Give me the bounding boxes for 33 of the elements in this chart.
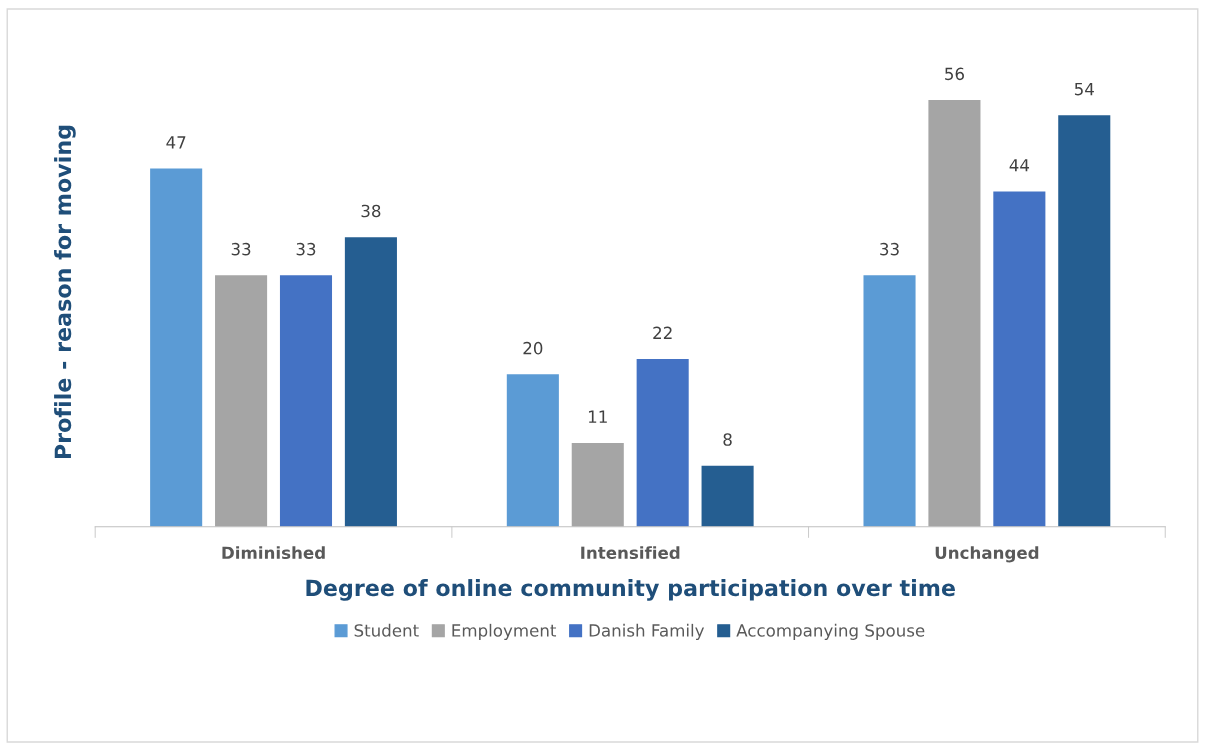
data-label: 11	[588, 410, 607, 423]
legend-label: Student	[354, 623, 419, 637]
bar	[701, 465, 754, 527]
data-label: 33	[880, 242, 899, 256]
data-label: 33	[231, 242, 251, 256]
bar	[150, 168, 203, 527]
x-tick-label: Diminished	[222, 546, 325, 560]
bar	[279, 275, 333, 527]
data-label: 20	[523, 341, 543, 355]
bar	[571, 442, 624, 527]
bar	[1058, 115, 1111, 527]
bar	[863, 275, 916, 527]
x-tick-label: Unchanged	[935, 546, 1039, 563]
legend-label: Accompanying Spouse	[736, 623, 925, 640]
data-label: 22	[653, 326, 672, 339]
data-label: 38	[361, 204, 381, 218]
y-axis-title: Profile - reason for moving	[54, 125, 76, 459]
bar	[506, 374, 559, 527]
bar	[928, 100, 981, 527]
legend-label: Employment	[452, 623, 557, 640]
x-tick-label: Intensified	[581, 546, 680, 560]
x-axis-title: Degree of online community participation over time	[306, 579, 955, 601]
bar	[636, 359, 689, 527]
data-label: 47	[166, 136, 186, 149]
data-label: 56	[945, 67, 964, 81]
bar	[215, 275, 268, 527]
data-label: 33	[296, 242, 316, 256]
legend-label: Danish Family	[589, 623, 705, 640]
bar	[344, 237, 397, 527]
data-label: 44	[1009, 159, 1030, 172]
data-label: 54	[1074, 82, 1094, 96]
data-label: 8	[723, 433, 732, 446]
bar	[993, 191, 1046, 527]
